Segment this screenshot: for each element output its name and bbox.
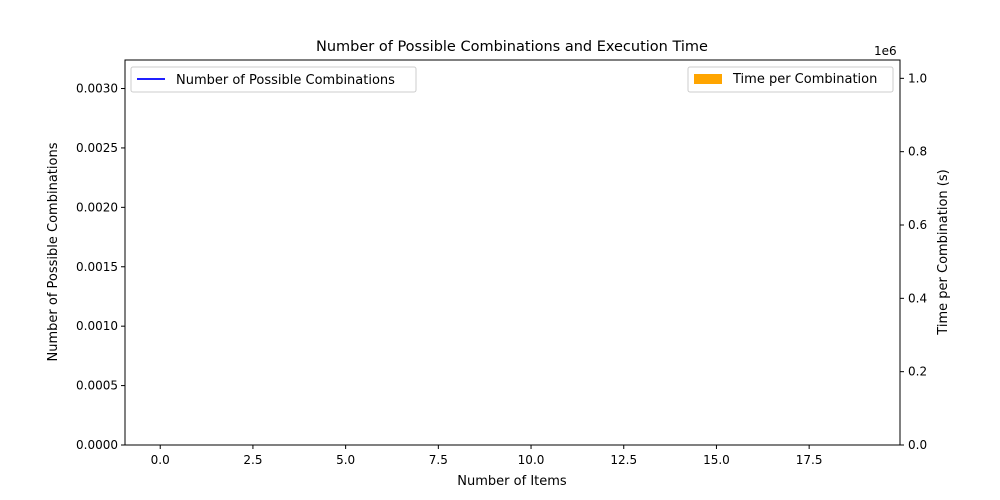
x-axis-label: Number of Items xyxy=(457,474,567,489)
y-left-tick-label: 0.0020 xyxy=(76,200,118,214)
x-tick-label: 0.0 xyxy=(151,453,170,467)
x-tick-label: 5.0 xyxy=(336,453,355,467)
y-left-tick-label: 0.0015 xyxy=(76,260,118,274)
y-right-tick-label: 0.2 xyxy=(908,365,927,379)
x-tick-label: 17.5 xyxy=(796,453,823,467)
y-left-tick-label: 0.0005 xyxy=(76,379,118,393)
legend-bar-swatch xyxy=(694,74,722,84)
legend-right: Time per Combination xyxy=(687,66,894,93)
plot-frame xyxy=(124,59,901,446)
x-tick-label: 10.0 xyxy=(518,453,545,467)
y-axis-right: 0.0 0.2 0.4 0.6 0.8 1.0 xyxy=(900,71,927,452)
y-axis-left: 0.0000 0.0005 0.0010 0.0015 0.0020 0.0025 0.00… xyxy=(76,82,125,452)
legend-left: Number of Possible Combinations xyxy=(130,66,417,93)
x-tick-label: 2.5 xyxy=(243,453,262,467)
chart-title: Number of Possible Combinations and Exec… xyxy=(316,39,708,55)
y-right-tick-label: 0.0 xyxy=(908,438,927,452)
y-left-tick-label: 0.0025 xyxy=(76,141,118,155)
x-axis: 0.0 2.5 5.0 7.5 10.0 12.5 15.0 17.5 xyxy=(151,445,823,467)
right-axis-offset-text: 1e6 xyxy=(874,44,897,58)
legend-entry-combinations: Number of Possible Combinations xyxy=(176,73,395,88)
y-left-tick-label: 0.0000 xyxy=(76,438,118,452)
y-right-tick-label: 0.4 xyxy=(908,291,927,305)
y-left-tick-label: 0.0030 xyxy=(76,82,118,96)
legend-right-box xyxy=(687,66,894,93)
plot-area xyxy=(124,59,901,446)
y-right-tick-label: 1.0 xyxy=(908,71,927,85)
x-tick-label: 7.5 xyxy=(429,453,448,467)
y-axis-left-label: Number of Possible Combinations xyxy=(46,142,61,361)
legend-entry-time: Time per Combination xyxy=(732,72,877,87)
y-axis-right-label: Time per Combination (s) xyxy=(936,169,951,335)
y-right-tick-label: 0.8 xyxy=(908,145,927,159)
legend-left-box xyxy=(130,66,417,93)
y-left-tick-label: 0.0010 xyxy=(76,319,118,333)
x-tick-label: 12.5 xyxy=(610,453,637,467)
y-right-tick-label: 0.6 xyxy=(908,218,927,232)
x-tick-label: 15.0 xyxy=(703,453,730,467)
